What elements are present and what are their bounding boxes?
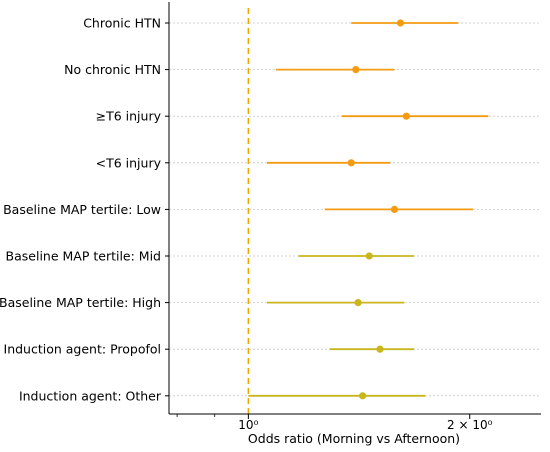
point-estimate <box>390 205 399 213</box>
point-estimate <box>396 19 405 27</box>
x-axis-label: Odds ratio (Morning vs Afternoon) <box>248 431 460 446</box>
point-estimate <box>358 392 367 400</box>
row-label: <T6 injury <box>96 155 162 170</box>
estimates <box>248 19 489 400</box>
point-estimate <box>352 66 360 74</box>
point-estimate <box>347 159 355 167</box>
point-estimate <box>365 252 373 260</box>
row-labels: Chronic HTN No chronic HTN ≥T6 injury <T6 i… <box>0 16 162 404</box>
point-estimate <box>376 345 384 353</box>
row-label: Induction agent: Propofol <box>4 342 161 357</box>
x-tick-label: 10⁰ <box>238 418 258 432</box>
point-estimate <box>354 299 362 307</box>
point-estimate <box>402 112 410 120</box>
row-label: Induction agent: Other <box>19 388 162 403</box>
row-label: No chronic HTN <box>64 62 161 77</box>
row-label: ≥T6 injury <box>96 109 162 124</box>
row-label: Baseline MAP tertile: Mid <box>6 249 161 264</box>
x-tick-label: 2 × 10⁰ <box>447 418 493 432</box>
row-label: Baseline MAP tertile: High <box>0 295 161 310</box>
row-label: Chronic HTN <box>83 16 161 31</box>
row-label: Baseline MAP tertile: Low <box>3 202 161 217</box>
axes: 10⁰ 2 × 10⁰ <box>165 2 541 432</box>
